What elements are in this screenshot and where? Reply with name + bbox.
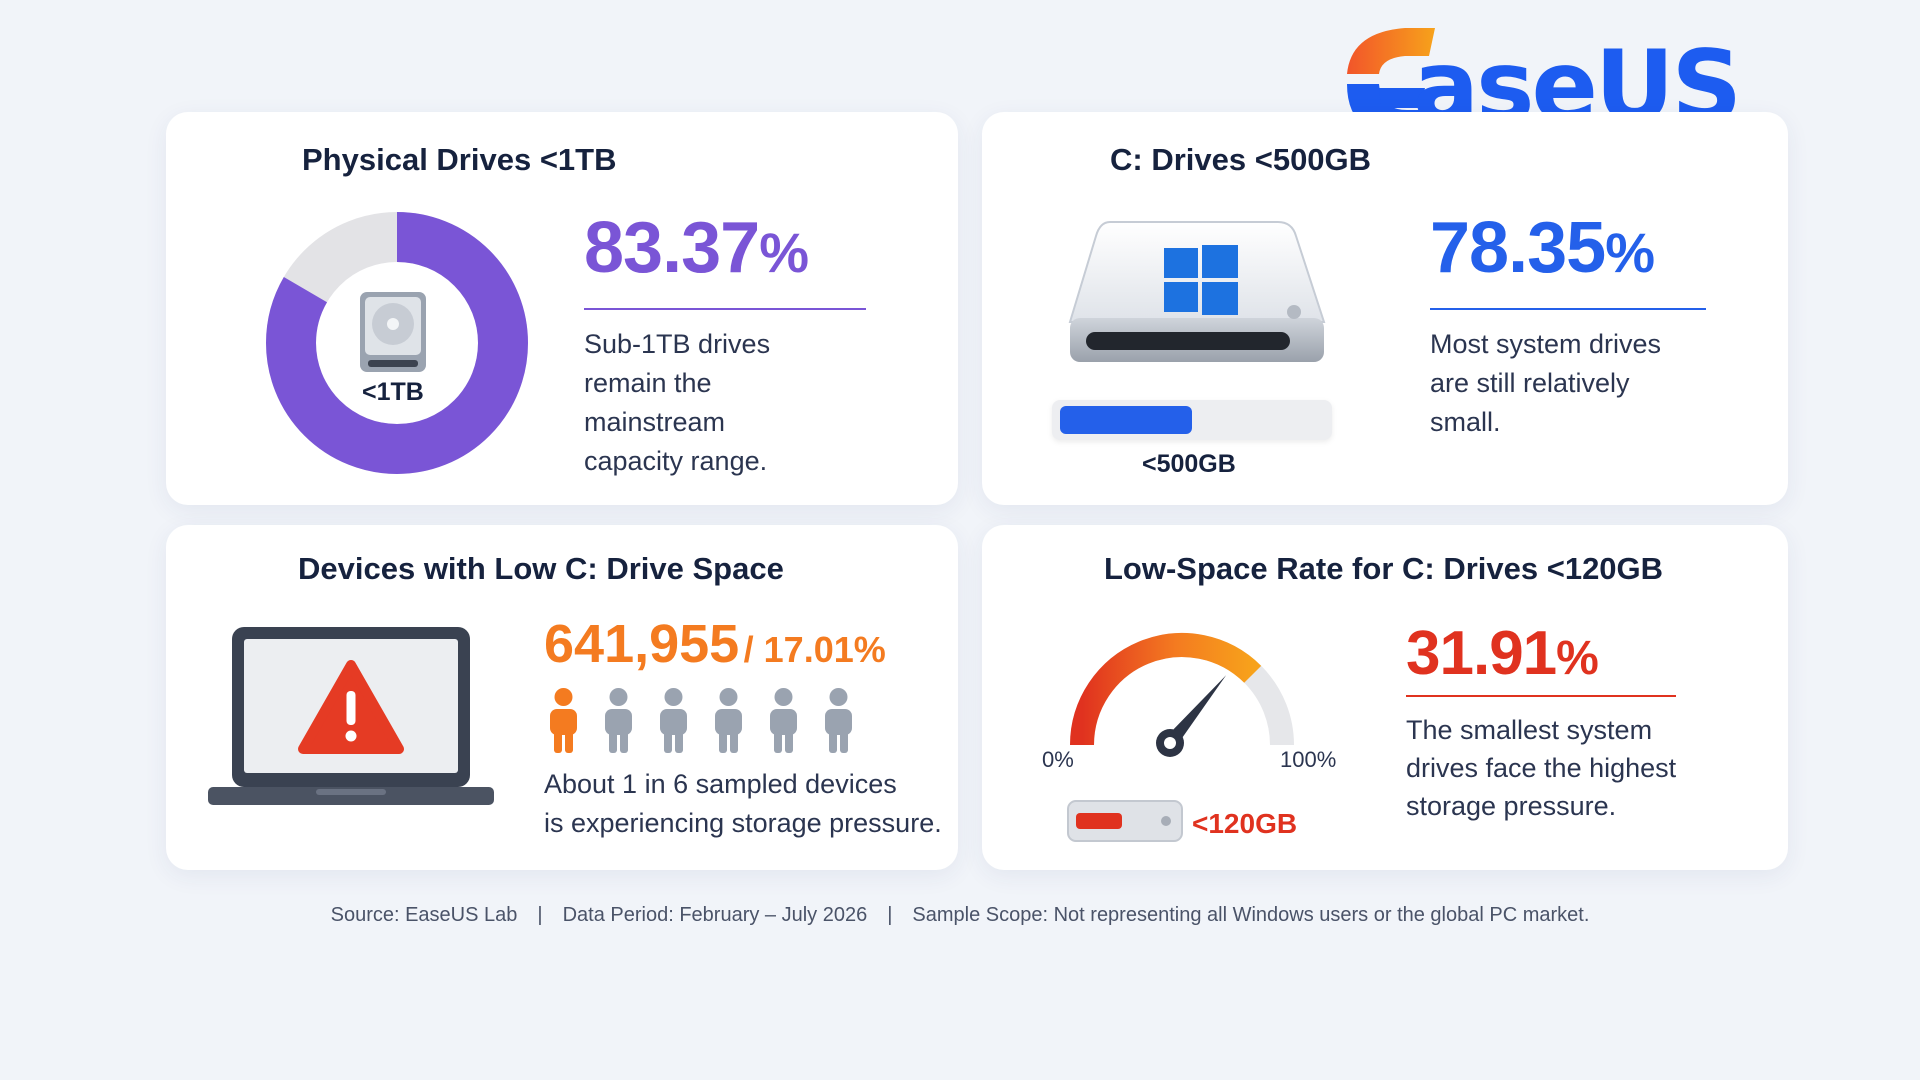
divider: [1406, 695, 1676, 697]
footer-separator: |: [537, 904, 543, 926]
stat-group: 641,955 / 17.01%: [544, 617, 886, 671]
capacity-bar: [1052, 400, 1332, 440]
divider: [1430, 308, 1706, 310]
windows-drive-icon: [1068, 221, 1326, 362]
gauge-arc: [1070, 633, 1262, 746]
hard-drive-icon: [360, 292, 426, 372]
capacity-label: <500GB: [1142, 450, 1236, 478]
donut-center-label: <1TB: [362, 378, 424, 406]
drive-size-label: <120GB: [1192, 808, 1298, 839]
gauge: [1070, 633, 1294, 757]
person-icon: [766, 687, 801, 755]
donut-chart: [266, 212, 528, 474]
gauge-max-label: 100%: [1280, 747, 1337, 772]
card-physical-drives: Physical Drives <1TB <1TB 83.37% Sub-1TB…: [166, 112, 958, 505]
divider: [584, 308, 866, 310]
footer-scope: Sample Scope: Not representing all Windo…: [912, 904, 1590, 926]
description: Sub-1TB drives remain the mainstream cap…: [584, 329, 771, 476]
capacity-bar-fill: [1060, 406, 1192, 434]
card-title: Low-Space Rate for C: Drives <120GB: [1104, 551, 1664, 586]
stat-secondary: / 17.01%: [743, 629, 886, 670]
laptop-warning-icon: [208, 627, 494, 805]
people-pictogram: [546, 687, 856, 755]
card-low-space-devices: Devices with Low C: Drive Space 641,955 …: [166, 525, 958, 870]
small-drive-icon: [1067, 800, 1183, 842]
stat-value: 83.37%: [584, 208, 809, 288]
donut-arc: [266, 212, 528, 474]
description: About 1 in 6 sampled devices is experien…: [544, 769, 942, 838]
card-c-drives: C: Drives <500GB <500GB 78.35% Most syst…: [982, 112, 1788, 505]
stat-value: 31.91%: [1406, 619, 1599, 688]
footer: Source: EaseUS Lab | Data Period: February…: [0, 904, 1920, 927]
footer-source: Source: EaseUS Lab: [330, 904, 518, 926]
card-title: C: Drives <500GB: [1110, 142, 1372, 177]
card-title: Devices with Low C: Drive Space: [298, 551, 784, 586]
person-icon: [711, 687, 746, 755]
person-icon: [821, 687, 856, 755]
description: Most system drives are still relatively …: [1430, 329, 1662, 437]
stat-value: 78.35%: [1430, 208, 1655, 288]
person-icon: [601, 687, 636, 755]
card-low-space-rate: Low-Space Rate for C: Drives <120GB 0% 1…: [982, 525, 1788, 870]
footer-period: Data Period: February – July 2026: [562, 904, 868, 926]
person-icon-highlighted: [546, 687, 581, 755]
description: The smallest system drives face the high…: [1406, 715, 1677, 821]
card-title: Physical Drives <1TB: [302, 142, 617, 177]
person-icon: [656, 687, 691, 755]
footer-separator: |: [887, 904, 893, 926]
gauge-needle: [1164, 675, 1227, 748]
gauge-min-label: 0%: [1042, 747, 1074, 772]
stat-value: 641,955: [544, 614, 740, 674]
